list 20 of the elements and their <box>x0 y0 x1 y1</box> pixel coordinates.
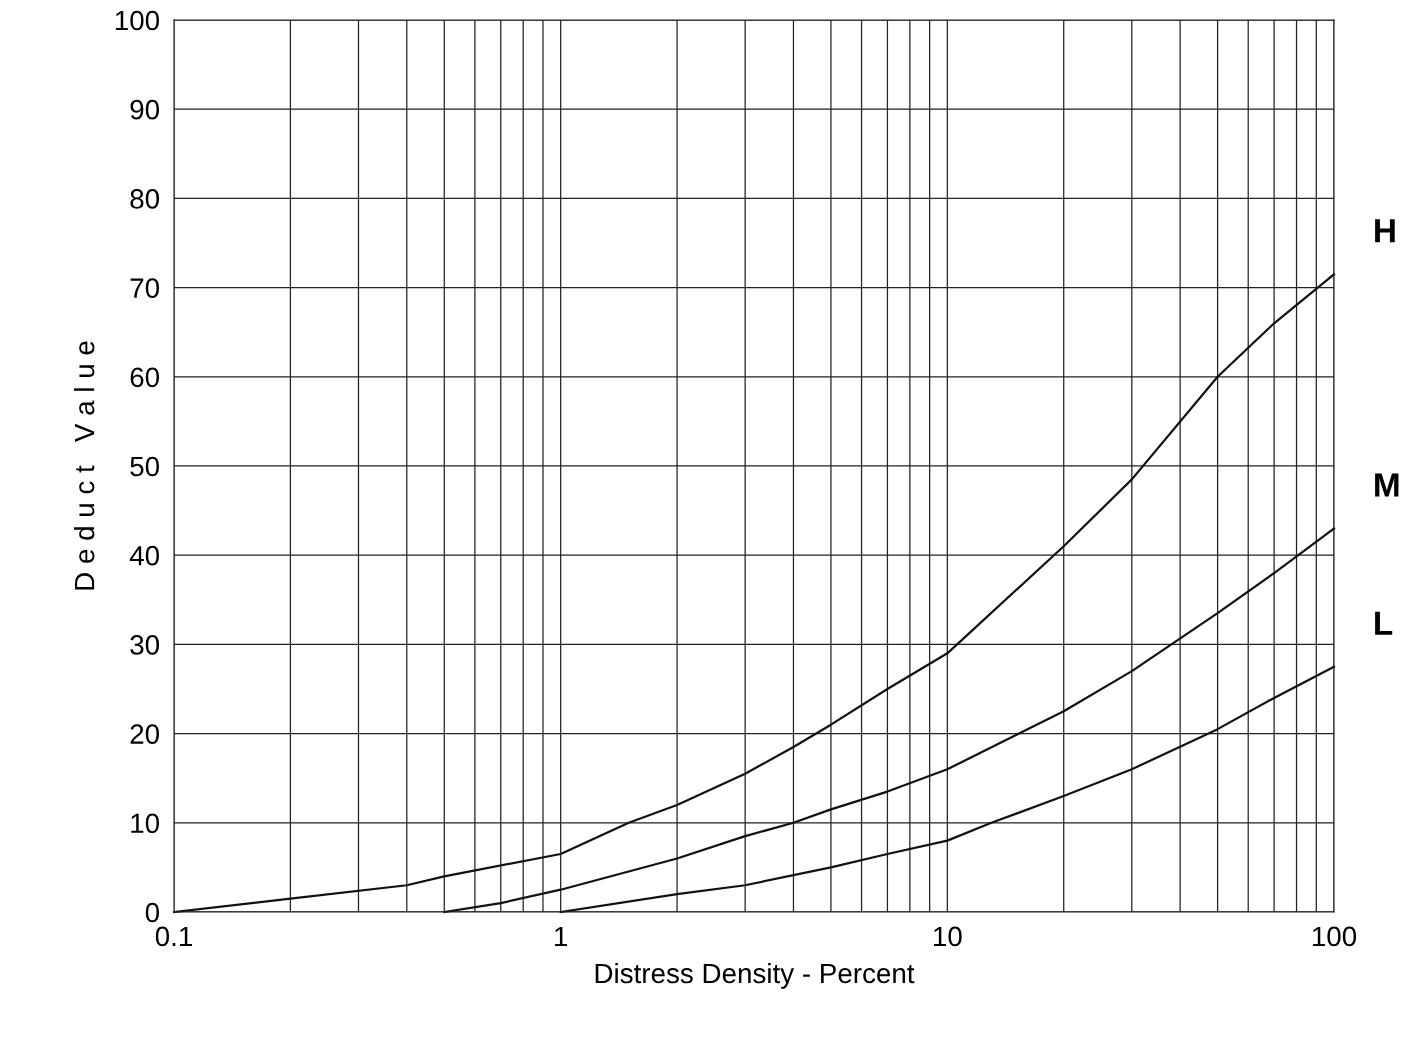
y-axis-title: D e d u c t V a l u e <box>73 341 95 590</box>
x-tick-label: 1 <box>555 926 568 947</box>
y-tick-label: 10 <box>131 813 160 834</box>
series-label: M <box>1375 473 1399 497</box>
x-axis-title: Distress Density - Percent <box>595 962 915 989</box>
series-label: L <box>1375 611 1393 635</box>
y-tick-label: 90 <box>130 99 160 120</box>
y-tick-label: 40 <box>129 545 160 566</box>
y-tick-label: 70 <box>130 278 160 298</box>
x-tick-label: 0.1 <box>155 926 192 947</box>
series-label: H <box>1375 219 1395 243</box>
y-tick-label: 30 <box>130 635 160 655</box>
y-tick-label: 50 <box>130 456 160 477</box>
y-tick-label: 20 <box>130 724 160 744</box>
y-tick-label: 80 <box>130 189 160 209</box>
y-tick-label: 60 <box>130 367 160 388</box>
y-tick-label: 100 <box>115 10 160 31</box>
x-tick-label: 100 <box>1312 926 1357 947</box>
y-tick-label: 0 <box>145 902 160 923</box>
x-tick-label: 10 <box>934 926 962 947</box>
